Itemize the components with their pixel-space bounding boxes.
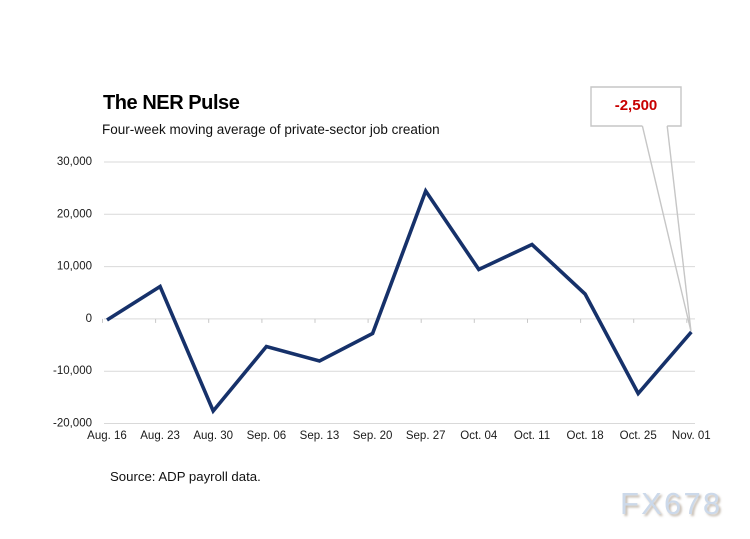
svg-text:Sep. 27: Sep. 27 (406, 430, 446, 442)
svg-text:Oct. 25: Oct. 25 (620, 430, 657, 442)
svg-text:-20,000: -20,000 (53, 418, 92, 430)
svg-text:10,000: 10,000 (57, 261, 92, 273)
svg-text:Aug. 23: Aug. 23 (140, 430, 180, 442)
svg-text:Sep. 13: Sep. 13 (300, 430, 340, 442)
svg-text:Oct. 18: Oct. 18 (567, 430, 604, 442)
svg-text:Sep. 06: Sep. 06 (247, 430, 287, 442)
svg-text:Oct. 11: Oct. 11 (514, 430, 550, 442)
svg-text:-2,500: -2,500 (615, 97, 658, 114)
svg-text:0: 0 (86, 313, 92, 325)
svg-text:Nov. 01: Nov. 01 (672, 430, 711, 442)
svg-text:-10,000: -10,000 (53, 365, 92, 377)
svg-text:30,000: 30,000 (57, 156, 92, 168)
svg-text:20,000: 20,000 (57, 208, 92, 220)
svg-text:Oct. 04: Oct. 04 (460, 430, 498, 442)
svg-text:Aug. 16: Aug. 16 (87, 430, 127, 442)
svg-text:Aug. 30: Aug. 30 (193, 430, 233, 442)
svg-text:Sep. 20: Sep. 20 (353, 430, 393, 442)
